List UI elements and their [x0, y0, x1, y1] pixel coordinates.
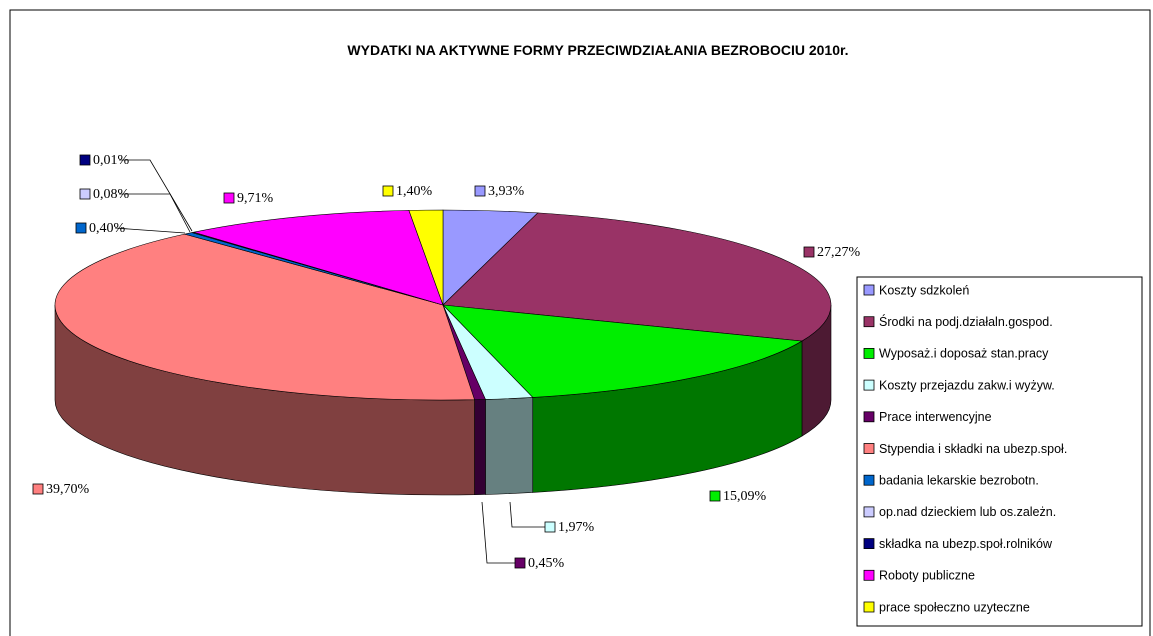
legend-swatch [863, 284, 875, 296]
legend-swatch [863, 474, 875, 486]
data-label: 9,71% [237, 191, 274, 206]
pie-slice [442, 212, 832, 342]
leader-line [481, 501, 515, 564]
legend-swatch [863, 411, 875, 423]
label-key [544, 521, 556, 533]
data-label: 0,01% [93, 153, 130, 168]
label-key [709, 490, 721, 502]
legend-label: prace społeczno uzyteczne [879, 600, 1030, 614]
legend-label: Prace interwencyjne [879, 410, 992, 424]
data-label: 0,45% [528, 556, 565, 571]
label-key [79, 188, 91, 200]
legend-label: Wyposaż.i doposaż stan.pracy [879, 347, 1049, 361]
pie-side [474, 399, 486, 495]
legend-swatch [863, 443, 875, 454]
data-label: 3,93% [488, 184, 525, 199]
leader-line [114, 227, 186, 234]
label-key [803, 246, 815, 258]
data-label: 15,09% [723, 489, 767, 504]
leader-line [119, 159, 193, 232]
data-label: 1,97% [558, 520, 595, 535]
pie-slice [408, 209, 444, 306]
leader-line [509, 501, 545, 528]
legend-label: op.nad dzieckiem lub os.zależn. [879, 505, 1056, 519]
legend-swatch [863, 601, 875, 613]
data-label: 0,08% [93, 187, 130, 202]
data-label: 0,40% [89, 221, 126, 236]
legend-label: składka na ubezp.społ.rolników [879, 537, 1053, 551]
legend-box [856, 276, 1143, 627]
label-key [75, 222, 87, 234]
label-key [32, 483, 44, 495]
label-key [382, 185, 394, 197]
legend-swatch [863, 538, 875, 549]
legend-swatch [863, 569, 875, 581]
legend-label: Roboty publiczne [879, 569, 975, 583]
pie-slice [442, 304, 803, 398]
label-key [79, 154, 91, 166]
legend-swatch [863, 379, 875, 391]
legend-label: Stypendia i składki na ubezp.społ. [879, 442, 1067, 456]
label-key [514, 557, 526, 569]
legend-swatch [863, 316, 875, 328]
legend-label: Koszty sdzkoleń [879, 283, 969, 297]
pie-slice [193, 210, 444, 306]
legend-label: badania lekarskie bezrobotn. [879, 473, 1039, 487]
legend-swatch [863, 506, 875, 518]
legend-swatch [863, 347, 875, 359]
data-label: 27,27% [817, 245, 861, 260]
label-key [474, 185, 486, 197]
legend-label: Środki na podj.działaln.gospod. [879, 314, 1053, 329]
data-label: 1,40% [396, 184, 433, 199]
label-key [223, 192, 235, 204]
pie-slice [54, 233, 475, 401]
pie-side [485, 397, 534, 495]
data-label: 39,70% [46, 482, 90, 497]
chart-title: WYDATKI NA AKTYWNE FORMY PRZECIWDZIAŁANI… [347, 42, 848, 58]
legend-label: Koszty przejazdu zakw.i wyżyw. [879, 378, 1055, 392]
